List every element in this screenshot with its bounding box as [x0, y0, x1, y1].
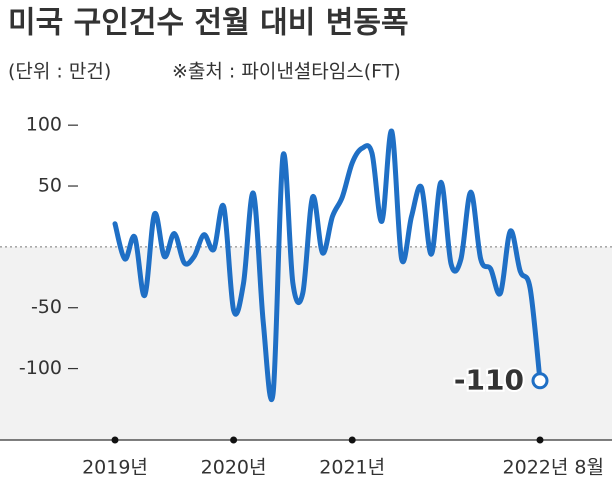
x-tick-label: 2019년	[82, 457, 148, 479]
y-tick-label: -100	[19, 357, 62, 379]
line	[112, 128, 543, 403]
x-tick	[536, 436, 544, 444]
x-tick	[111, 436, 119, 444]
x-tick-label: 2020년	[201, 457, 267, 479]
x-tick-label: 2022년 8월	[503, 457, 604, 479]
subtitle: (단위 : 만건)	[8, 61, 111, 83]
y-tick-label: -50	[31, 296, 62, 318]
x-tick	[348, 436, 356, 444]
chart-title: 미국 구인건수 전월 대비 변동폭	[8, 6, 409, 41]
source: ※출처 : 파이낸셜타임스(FT)	[172, 61, 401, 83]
y-tick-label: 50	[38, 175, 62, 197]
end-point	[531, 372, 549, 390]
x-tick	[230, 436, 238, 444]
y-tick-label: 100	[26, 114, 62, 136]
end-label: -110	[454, 364, 524, 397]
x-tick-label: 2021년	[319, 457, 385, 479]
